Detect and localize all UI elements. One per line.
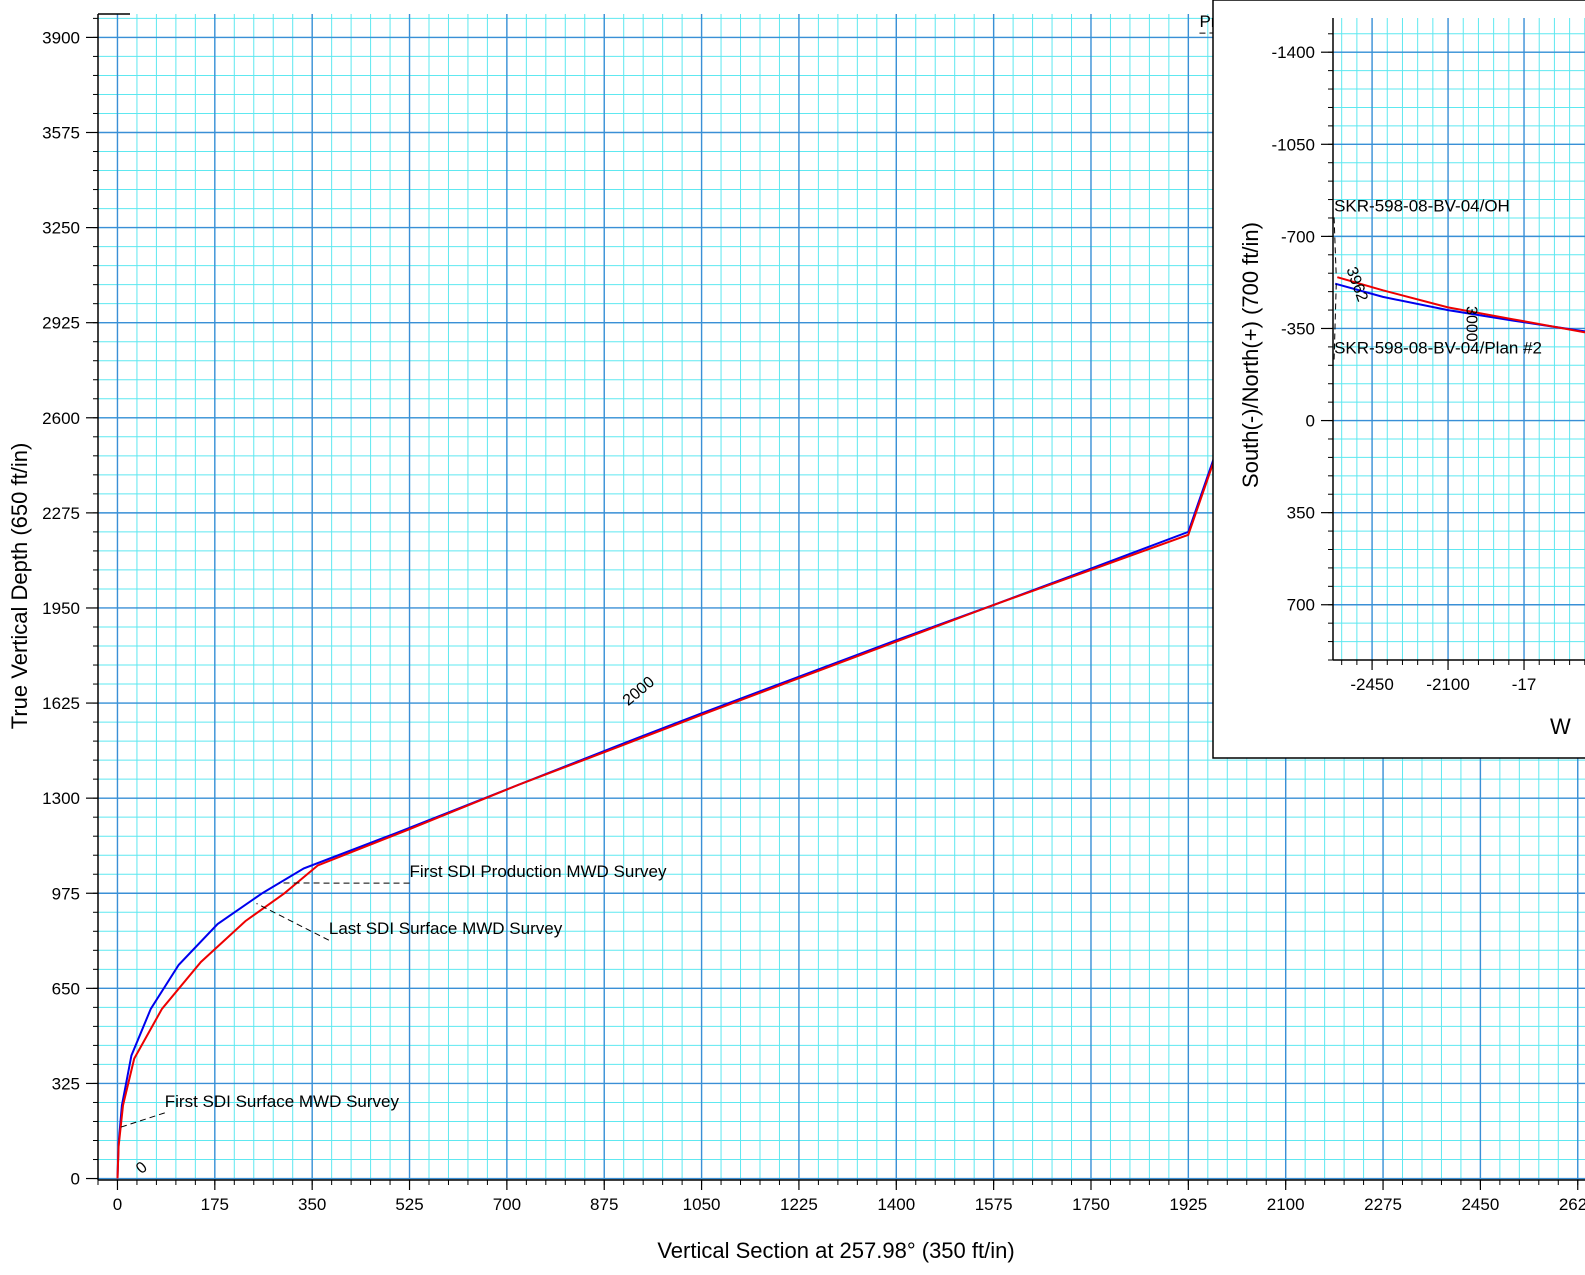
x-tick-label: 1750	[1072, 1195, 1110, 1214]
x-tick-label: 875	[590, 1195, 618, 1214]
x-tick-label: -2450	[1350, 675, 1393, 694]
x-tick-label: 175	[201, 1195, 229, 1214]
x-tick-label: 2275	[1364, 1195, 1402, 1214]
y-tick-label: 2275	[42, 504, 80, 523]
x-tick-label: 525	[395, 1195, 423, 1214]
y-axis-title: True Vertical Depth (650 ft/in)	[7, 443, 32, 730]
y-tick-label: 1625	[42, 694, 80, 713]
annotation-label: First SDI Production MWD Survey	[410, 862, 667, 881]
x-tick-label: 2450	[1461, 1195, 1499, 1214]
y-tick-label: 0	[1306, 412, 1315, 431]
y-tick-label: 650	[52, 979, 80, 998]
y-tick-label: 700	[1287, 596, 1315, 615]
y-tick-label: 3250	[42, 219, 80, 238]
x-tick-label: -17	[1512, 675, 1537, 694]
inset-frame	[1213, 0, 1585, 758]
x-tick-label: 1575	[975, 1195, 1013, 1214]
y-tick-label: 350	[1287, 504, 1315, 523]
x-tick-label: 0	[113, 1195, 122, 1214]
y-tick-label: 2925	[42, 314, 80, 333]
y-tick-label: 1300	[42, 789, 80, 808]
y-tick-label: 3900	[42, 28, 80, 47]
x-tick-label: 1400	[877, 1195, 915, 1214]
y-tick-label: -1400	[1272, 43, 1315, 62]
y-tick-label: 1950	[42, 599, 80, 618]
y-tick-label: 0	[71, 1170, 80, 1189]
annotation-label: Last SDI Surface MWD Survey	[329, 919, 563, 938]
x-tick-label: 1925	[1169, 1195, 1207, 1214]
annotation-label: SKR-598-08-BV-04/OH	[1334, 196, 1510, 215]
y-tick-label: -1050	[1272, 135, 1315, 154]
annotation-label: SKR-598-08-BV-04/Plan #2	[1334, 338, 1542, 357]
y-tick-label: 3575	[42, 124, 80, 143]
md-label: 3000	[1463, 306, 1480, 342]
y-tick-label: 975	[52, 884, 80, 903]
y-tick-label: -350	[1281, 319, 1315, 338]
x-axis-title: Vertical Section at 257.98° (350 ft/in)	[657, 1238, 1014, 1263]
annotation-label: First SDI Surface MWD Survey	[165, 1092, 400, 1111]
inset-x-axis-title: W	[1550, 714, 1571, 739]
x-tick-label: 350	[298, 1195, 326, 1214]
x-tick-label: 1050	[683, 1195, 721, 1214]
plan-view-inset: -2450 -2100 -17 700 350 0 -350 -700 -1050 -1400 3…	[1213, 0, 1585, 758]
x-tick-label: 2625	[1559, 1195, 1585, 1214]
x-tick-label: -2100	[1426, 675, 1469, 694]
y-tick-label: 2600	[42, 409, 80, 428]
inset-y-axis-title: South(-)/North(+) (700 ft/in)	[1238, 222, 1263, 488]
y-tick-label: -700	[1281, 227, 1315, 246]
x-tick-label: 2100	[1267, 1195, 1305, 1214]
y-tick-label: 325	[52, 1074, 80, 1093]
x-tick-label: 700	[493, 1195, 521, 1214]
x-tick-label: 1225	[780, 1195, 818, 1214]
